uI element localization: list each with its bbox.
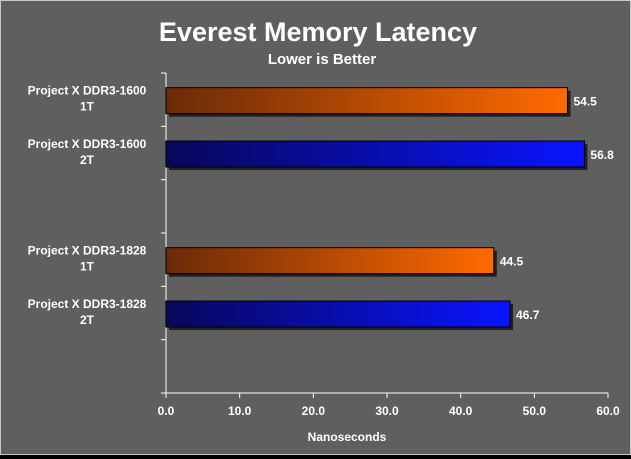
category-label-line: 1T bbox=[80, 260, 95, 274]
bar bbox=[165, 300, 511, 328]
category-label: Project X DDR3-1828 2T bbox=[28, 297, 147, 327]
category-label: Project X DDR3-1828 1T bbox=[28, 244, 147, 274]
category-label-line: Project X DDR3-1600 bbox=[28, 84, 147, 98]
category-label: Project X DDR3-1600 1T bbox=[28, 84, 147, 114]
bar-value-label: 44.5 bbox=[500, 255, 524, 269]
chart-title: Everest Memory Latency bbox=[159, 17, 477, 47]
bar bbox=[165, 87, 568, 115]
chart-subtitle: Lower is Better bbox=[268, 51, 377, 68]
x-tick-label: 60.0 bbox=[596, 404, 620, 418]
bar-value-label: 54.5 bbox=[573, 95, 597, 109]
bar-value-label: 46.7 bbox=[516, 308, 540, 322]
x-tick-label: 10.0 bbox=[228, 404, 252, 418]
category-label-line: 2T bbox=[80, 313, 95, 327]
bar bbox=[165, 140, 585, 168]
x-tick-label: 0.0 bbox=[158, 404, 175, 418]
category-label-line: 2T bbox=[80, 153, 95, 167]
plot-area: 0.0 10.0 20.0 30.0 40.0 50.0 60.0 54.5 Project X… bbox=[28, 72, 620, 418]
category-label-line: Project X DDR3-1828 bbox=[28, 244, 147, 258]
category-label-line: Project X DDR3-1600 bbox=[28, 137, 147, 151]
bar bbox=[165, 247, 495, 275]
bar-value-label: 56.8 bbox=[590, 148, 614, 162]
x-tick-label: 20.0 bbox=[302, 404, 326, 418]
category-label-line: Project X DDR3-1828 bbox=[28, 297, 147, 311]
x-tick-label: 40.0 bbox=[449, 404, 473, 418]
x-axis-label: Nanoseconds bbox=[308, 430, 387, 444]
category-label-line: 1T bbox=[80, 100, 95, 114]
x-tick-label: 50.0 bbox=[523, 404, 547, 418]
category-label: Project X DDR3-1600 2T bbox=[28, 137, 147, 167]
x-tick-label: 30.0 bbox=[375, 404, 399, 418]
